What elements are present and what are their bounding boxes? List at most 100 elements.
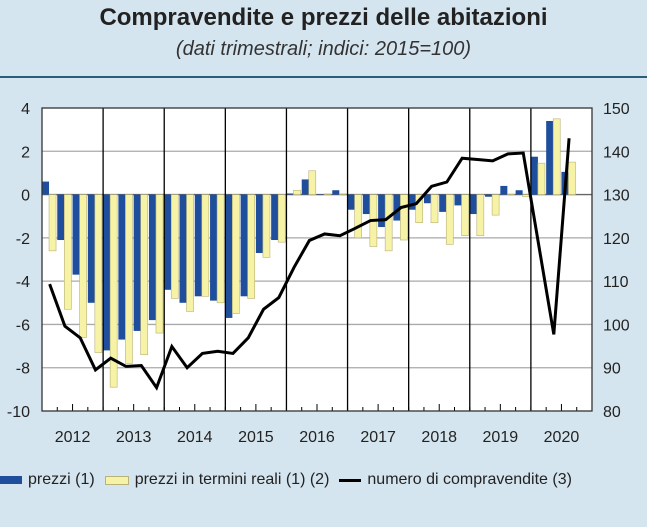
- y-right-tick-label: 110: [603, 274, 629, 291]
- bar-prezzi-reali: [125, 194, 133, 364]
- bar-prezzi: [378, 194, 386, 228]
- y-left-tick-label: 0: [21, 188, 30, 205]
- bar-prezzi: [271, 194, 279, 241]
- legend: prezzi (1) prezzi in termini reali (1) (…: [0, 471, 647, 489]
- bar-prezzi: [530, 156, 538, 195]
- legend-label: numero di compravendite (3): [367, 471, 572, 488]
- y-left-tick-label: 4: [21, 101, 30, 118]
- bar-prezzi: [423, 194, 431, 204]
- bar-prezzi: [301, 179, 309, 195]
- bar-prezzi-reali: [247, 194, 255, 299]
- legend-item-reali: prezzi in termini reali (1) (2): [104, 471, 330, 489]
- bar-prezzi: [179, 194, 187, 303]
- bar-prezzi-reali: [323, 193, 332, 195]
- legend-item-compravendite: numero di compravendite (3): [339, 471, 572, 489]
- plot-frame: [41, 107, 593, 412]
- y-right-tick-label: 90: [603, 361, 621, 378]
- bar-prezzi-reali: [537, 162, 546, 195]
- y-right-tick-label: 140: [603, 144, 630, 161]
- legend-swatch-line: [339, 478, 362, 482]
- bar-prezzi-reali: [522, 194, 530, 198]
- y-left-tick-label: -8: [16, 361, 30, 378]
- bar-prezzi-reali: [354, 194, 362, 239]
- x-tick-label: 2018: [421, 429, 457, 446]
- bar-prezzi-reali: [201, 194, 210, 297]
- legend-label: prezzi in termini reali (1) (2): [134, 471, 330, 488]
- bar-prezzi: [317, 194, 325, 196]
- chart-title: Compravendite e prezzi delle abitazioni: [99, 4, 548, 31]
- bar-prezzi: [194, 194, 202, 297]
- bar-prezzi-reali: [232, 194, 240, 314]
- bar-prezzi-reali: [48, 194, 57, 252]
- bar-prezzi: [485, 194, 493, 197]
- bar-prezzi-reali: [293, 189, 301, 195]
- bar-prezzi: [148, 194, 156, 321]
- y-right-tick-label: 80: [603, 404, 621, 421]
- bar-prezzi: [286, 193, 294, 195]
- legend-item-prezzi: prezzi (1): [0, 471, 95, 489]
- y-left-tick-label: 2: [21, 144, 30, 161]
- y-right-tick-label: 150: [603, 101, 630, 118]
- bar-prezzi-reali: [400, 194, 408, 241]
- legend-swatch-prezzi: [0, 476, 22, 484]
- bar-prezzi-reali: [155, 194, 164, 334]
- bar-prezzi: [87, 194, 95, 303]
- bar-prezzi-reali: [430, 194, 439, 224]
- bar-prezzi: [500, 185, 508, 195]
- bar-prezzi-reali: [568, 161, 576, 195]
- bar-prezzi: [240, 194, 248, 297]
- bar-prezzi-reali: [140, 194, 149, 356]
- bar-prezzi: [439, 194, 447, 212]
- x-tick-label: 2013: [116, 429, 152, 446]
- bar-prezzi-reali: [476, 194, 485, 236]
- bar-prezzi: [454, 194, 462, 206]
- bar-prezzi-reali: [277, 194, 286, 243]
- x-tick-label: 2014: [177, 429, 213, 446]
- bar-prezzi-reali: [79, 194, 87, 338]
- bar-prezzi: [469, 194, 477, 215]
- bar-prezzi-reali: [94, 194, 103, 353]
- y-left-tick-label: -4: [16, 274, 30, 291]
- bar-prezzi: [72, 194, 80, 275]
- bar-prezzi-reali: [491, 194, 500, 216]
- line-compravendite: [48, 138, 571, 391]
- y-left-tick-label: -2: [16, 231, 30, 248]
- y-right-tick-label: 120: [603, 231, 630, 248]
- bar-prezzi: [347, 194, 355, 210]
- title-divider: [0, 76, 647, 78]
- y-right-tick-label: 130: [603, 188, 630, 205]
- bar-prezzi: [225, 194, 233, 318]
- bar-prezzi-reali: [384, 194, 393, 252]
- x-tick-label: 2017: [360, 429, 396, 446]
- x-tick-label: 2012: [55, 429, 91, 446]
- bar-prezzi: [546, 120, 554, 195]
- bar-prezzi: [103, 194, 111, 351]
- x-tick-label: 2019: [483, 429, 519, 446]
- bar-prezzi-reali: [170, 194, 179, 299]
- bar-prezzi: [332, 190, 340, 195]
- bar-prezzi-reali: [339, 193, 347, 195]
- bar-prezzi: [42, 181, 50, 195]
- bar-prezzi-reali: [461, 194, 469, 236]
- bar-prezzi-reali: [507, 193, 515, 195]
- bar-prezzi: [133, 194, 141, 331]
- bar-prezzi-reali: [64, 194, 72, 310]
- bar-prezzi-reali: [445, 194, 454, 245]
- bar-prezzi-reali: [308, 170, 317, 195]
- y-left-tick-label: -6: [16, 317, 30, 334]
- y-right-tick-label: 100: [603, 317, 630, 334]
- bar-prezzi: [393, 194, 401, 221]
- y-left-tick-label: -10: [7, 404, 30, 421]
- bar-prezzi: [408, 194, 416, 210]
- legend-label: prezzi (1): [28, 471, 95, 488]
- bar-prezzi: [57, 194, 65, 241]
- chart-subtitle: (dati trimestrali; indici: 2015=100): [175, 38, 472, 60]
- legend-swatch-reali: [104, 475, 129, 485]
- bar-prezzi-reali: [109, 194, 118, 388]
- bar-prezzi: [515, 190, 523, 195]
- x-tick-label: 2020: [544, 429, 580, 446]
- bar-prezzi-reali: [186, 194, 194, 312]
- x-tick-label: 2015: [238, 429, 274, 446]
- bar-prezzi-reali: [552, 118, 561, 195]
